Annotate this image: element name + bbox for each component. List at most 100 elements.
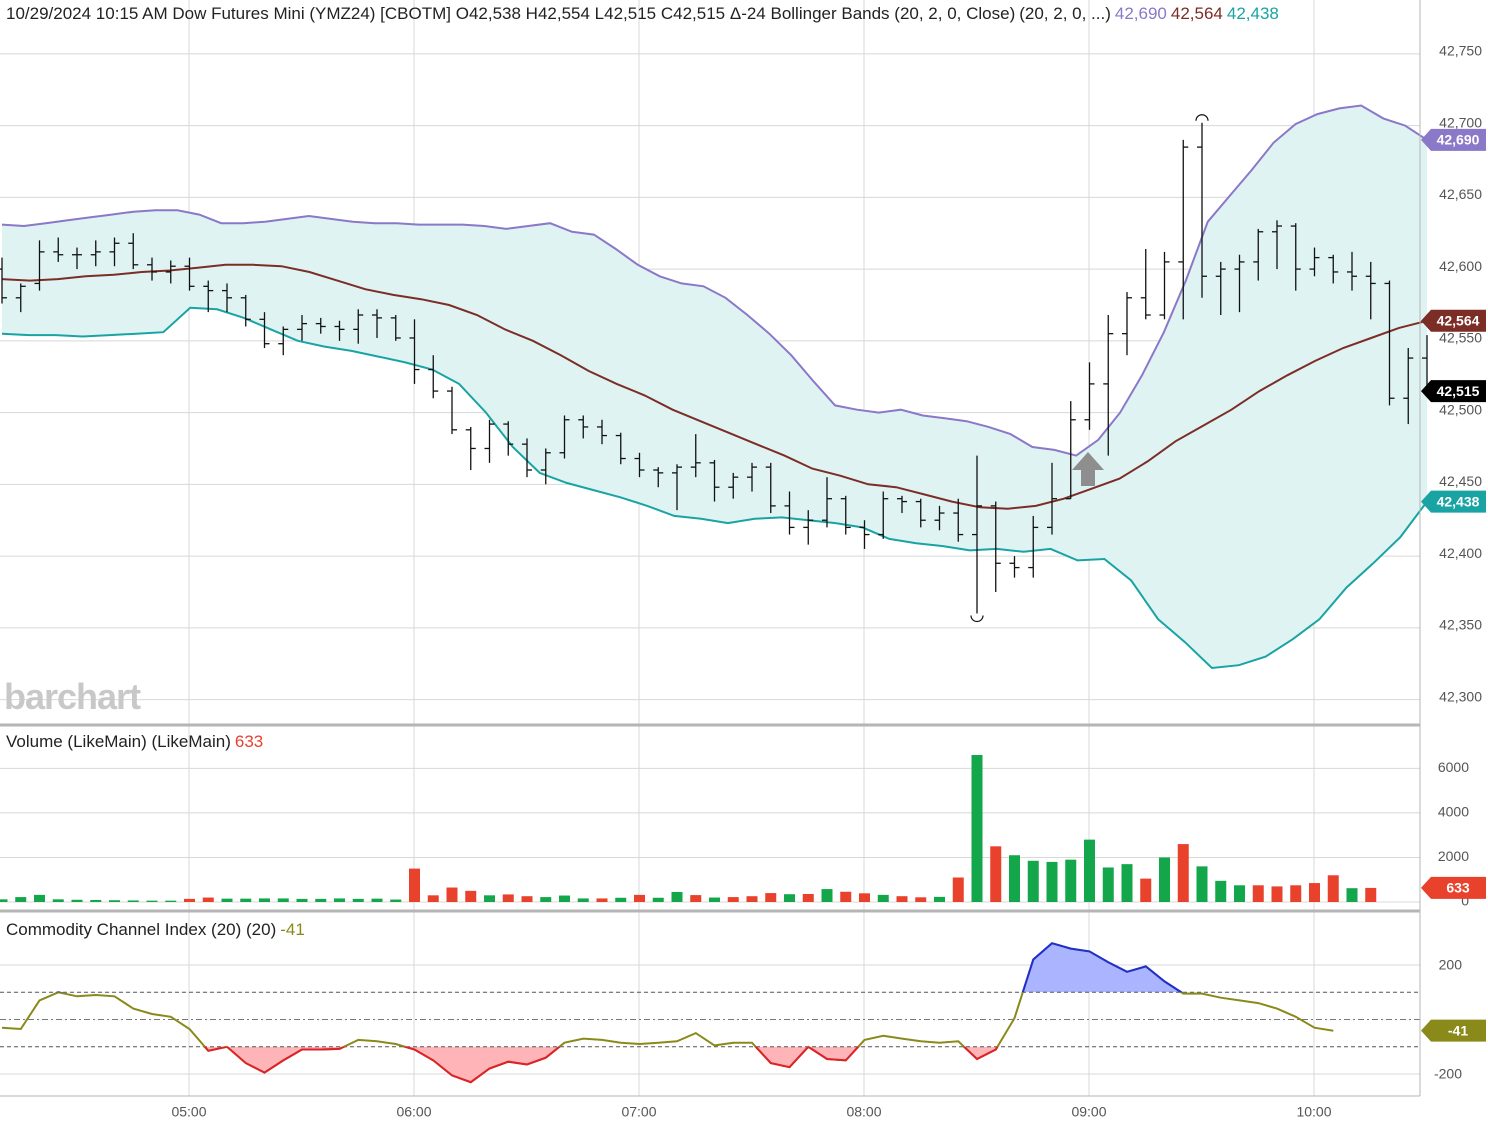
bb-lower-value: 42,438 — [1226, 4, 1279, 23]
ohlc-bar — [165, 260, 176, 284]
volume-bar — [615, 897, 627, 902]
price-tick-label: 42,700 — [1439, 114, 1482, 130]
volume-bar — [709, 897, 720, 902]
ohlc-bar — [597, 419, 607, 445]
ohlc-bar — [297, 315, 307, 341]
volume-bar — [146, 900, 158, 902]
volume-value-tag-shape — [1421, 876, 1486, 899]
ohlc-bar — [1159, 251, 1170, 320]
bb-mid-tag-shape — [1421, 309, 1486, 332]
bollinger-upper-line — [1, 104, 1428, 457]
price-title: 10/29/2024 10:15 AM Dow Futures Mini (YM… — [6, 4, 1016, 23]
bb-lower-tag-label: 42,438 — [1437, 493, 1480, 509]
ohlc-bar — [147, 257, 157, 281]
volume-bar — [484, 895, 495, 902]
volume-bar — [1196, 866, 1208, 902]
cci-title: Commodity Channel Index (20) (20) — [6, 920, 277, 939]
volume-bar — [240, 898, 252, 902]
ohlc-bar — [184, 257, 195, 291]
time-tick-label: 05:00 — [171, 1104, 206, 1120]
ohlc-bar — [522, 438, 532, 478]
volume-bar — [577, 898, 589, 902]
bb-upper-tag-label: 42,690 — [1437, 132, 1480, 148]
volume-bar — [1215, 880, 1227, 902]
volume-tick-label: 6000 — [1438, 759, 1469, 775]
ohlc-bar — [1403, 348, 1414, 425]
ohlc-bar — [1365, 261, 1376, 320]
ohlc-bar — [784, 491, 795, 535]
bb-upper-value: 42,690 — [1114, 4, 1167, 23]
volume-bar — [127, 900, 139, 902]
ohlc-bar — [578, 415, 589, 439]
volume-bar — [1271, 886, 1283, 902]
last-price-tag: 42,515 — [1421, 380, 1486, 403]
cci-value: -41 — [280, 920, 305, 939]
ohlc-bar — [1178, 139, 1189, 320]
volume-bar — [727, 897, 739, 902]
ohlc-bar — [1197, 122, 1207, 298]
volume-bar — [1046, 861, 1058, 902]
volume-bar — [1009, 855, 1020, 902]
volume-bar — [465, 890, 477, 902]
ohlc-bar — [315, 317, 326, 334]
ohlc-bar — [109, 237, 120, 267]
volume-bar — [784, 894, 795, 902]
ohlc-bar — [1384, 280, 1395, 406]
cci-line — [1, 942, 1334, 1084]
ohlc-bar — [428, 355, 439, 399]
time-tick-label: 07:00 — [621, 1104, 656, 1120]
ohlc-bar — [615, 432, 626, 465]
cci-value-tag: -41 — [1421, 1019, 1486, 1042]
price-tick-label: 42,650 — [1439, 186, 1482, 202]
ohlc-bar — [259, 312, 270, 349]
ohlc-bar — [1215, 261, 1226, 316]
bb-params: (20, 2, 0, ...) — [1019, 4, 1111, 23]
bb-upper-tag-shape — [1421, 128, 1486, 151]
ohlc-bar — [447, 386, 457, 435]
ohlc-bar — [128, 233, 139, 270]
volume-tick-label: 2000 — [1438, 848, 1469, 864]
volume-bar — [1121, 864, 1133, 902]
price-panel-header: 10/29/2024 10:15 AM Dow Futures Mini (YM… — [6, 4, 1283, 24]
cci-oversold-fill — [2, 1046, 1334, 1083]
volume-bar — [1252, 885, 1264, 902]
price-tick-label: 42,450 — [1439, 473, 1482, 489]
ohlc-bar — [353, 309, 364, 344]
ohlc-bar — [559, 415, 570, 459]
ohlc-bar — [672, 464, 682, 511]
bollinger-mid-line — [1, 263, 1428, 510]
volume-bar — [1234, 885, 1245, 902]
ohlc-bar — [653, 467, 664, 488]
buy-signal-arrow-icon — [1072, 452, 1104, 486]
volume-bar — [71, 899, 83, 902]
volume-bar — [34, 894, 45, 902]
volume-bar — [184, 898, 195, 902]
volume-bar — [15, 897, 27, 902]
volume-bar — [521, 896, 533, 902]
volume-tick-label: 4000 — [1438, 804, 1469, 820]
bb-upper-tag: 42,690 — [1421, 128, 1486, 151]
bb-mid-tag: 42,564 — [1421, 309, 1486, 332]
price-tick-label: 42,400 — [1439, 545, 1482, 561]
volume-bar — [1177, 844, 1189, 902]
volume-bar — [877, 894, 889, 902]
ohlc-bar — [1347, 251, 1357, 291]
ohlc-bar — [90, 240, 101, 267]
ohlc-bar — [859, 520, 870, 549]
volume-panel-header: Volume (LikeMain) (LikeMain) 633 — [6, 732, 267, 752]
volume-bar — [990, 846, 1002, 902]
volume-bar — [371, 898, 383, 902]
last-price-tag-label: 42,515 — [1437, 383, 1480, 399]
ohlc-bar — [240, 294, 251, 327]
volume-bar — [559, 895, 570, 902]
volume-value-tag: 633 — [1421, 876, 1486, 899]
ohlc-bar — [972, 455, 982, 614]
volume-bar — [1065, 859, 1077, 902]
cci-panel-header: Commodity Channel Index (20) (20) -41 — [6, 920, 309, 940]
volume-bar — [915, 897, 927, 902]
bollinger-lower-line — [1, 306, 1428, 670]
volume-bar — [896, 896, 908, 902]
volume-title: Volume (LikeMain) (LikeMain) — [6, 732, 231, 751]
